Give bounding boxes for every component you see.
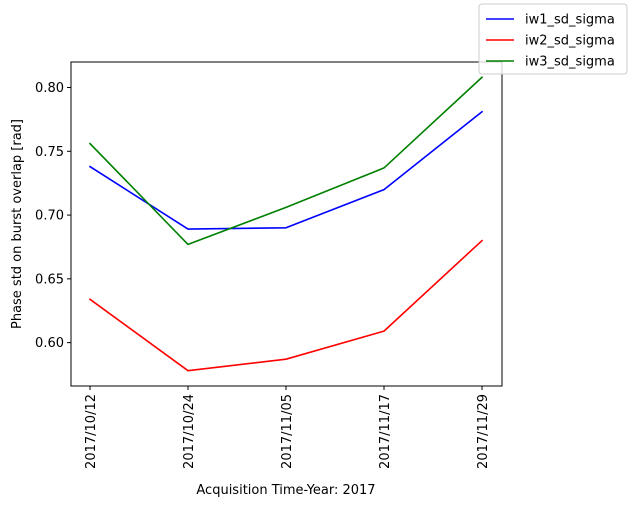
- legend-label: iw2_sd_sigma: [525, 34, 615, 49]
- y-tick-label: 0.65: [35, 272, 64, 287]
- y-axis-label: Phase std on burst overlap [rad]: [10, 119, 25, 329]
- series-line-iw3_sd_sigma: [88, 76, 484, 246]
- x-tick-label: 2017/10/12: [84, 394, 99, 469]
- y-axis: 0.60 0.65 0.70 0.75 0.80: [35, 81, 71, 351]
- x-axis-label: Acquisition Time-Year: 2017: [196, 483, 375, 498]
- y-tick-label: 0.80: [35, 81, 64, 96]
- x-tick-label: 2017/11/05: [280, 394, 295, 469]
- series-line-iw1_sd_sigma: [88, 110, 484, 230]
- y-tick-label: 0.75: [35, 145, 64, 160]
- series-line-iw2_sd_sigma: [88, 239, 484, 372]
- legend-label: iw1_sd_sigma: [525, 13, 615, 28]
- x-axis: 2017/10/12 2017/10/24 2017/11/05 2017/11/17…: [84, 386, 491, 469]
- legend-frame: [478, 3, 628, 75]
- plot-frame: [70, 61, 503, 387]
- x-tick-label: 2017/10/24: [182, 394, 197, 469]
- legend-label: iw3_sd_sigma: [525, 55, 615, 70]
- y-tick-label: 0.60: [35, 336, 64, 351]
- series-layer: [88, 76, 484, 372]
- x-tick-label: 2017/11/17: [378, 394, 393, 469]
- legend: iw1_sd_sigma iw2_sd_sigma iw3_sd_sigma: [478, 3, 628, 75]
- y-tick-label: 0.70: [35, 209, 64, 224]
- x-tick-label: 2017/11/29: [476, 394, 491, 469]
